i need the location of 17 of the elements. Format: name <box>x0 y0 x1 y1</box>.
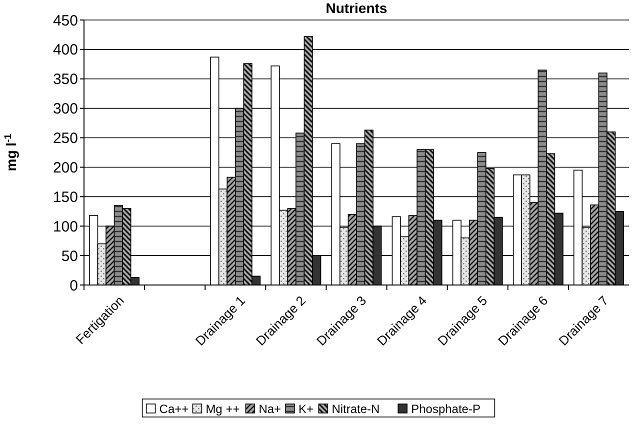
legend-label: Mg ++ <box>206 402 240 416</box>
legend-label: Ca++ <box>159 402 189 416</box>
y-tick-label: 100 <box>52 218 78 236</box>
y-tick-label: 300 <box>52 100 78 118</box>
y-tick-label: 400 <box>52 42 78 59</box>
legend-label: Na+ <box>258 402 282 416</box>
y-tick-label: 200 <box>52 159 78 176</box>
y-tick-label: 50 <box>61 248 78 265</box>
y-tick-label: 150 <box>52 188 78 206</box>
legend-label: Nitrate-N <box>332 402 380 416</box>
y-tick-label: 350 <box>52 71 78 88</box>
chart-title: Nutrients <box>326 0 388 16</box>
y-tick-label: 250 <box>52 130 78 148</box>
y-tick-label: 450 <box>52 12 78 30</box>
legend-label: Phosphate-P <box>411 402 480 416</box>
y-tick-label: 0 <box>70 277 78 294</box>
legend-label: K+ <box>298 402 314 416</box>
